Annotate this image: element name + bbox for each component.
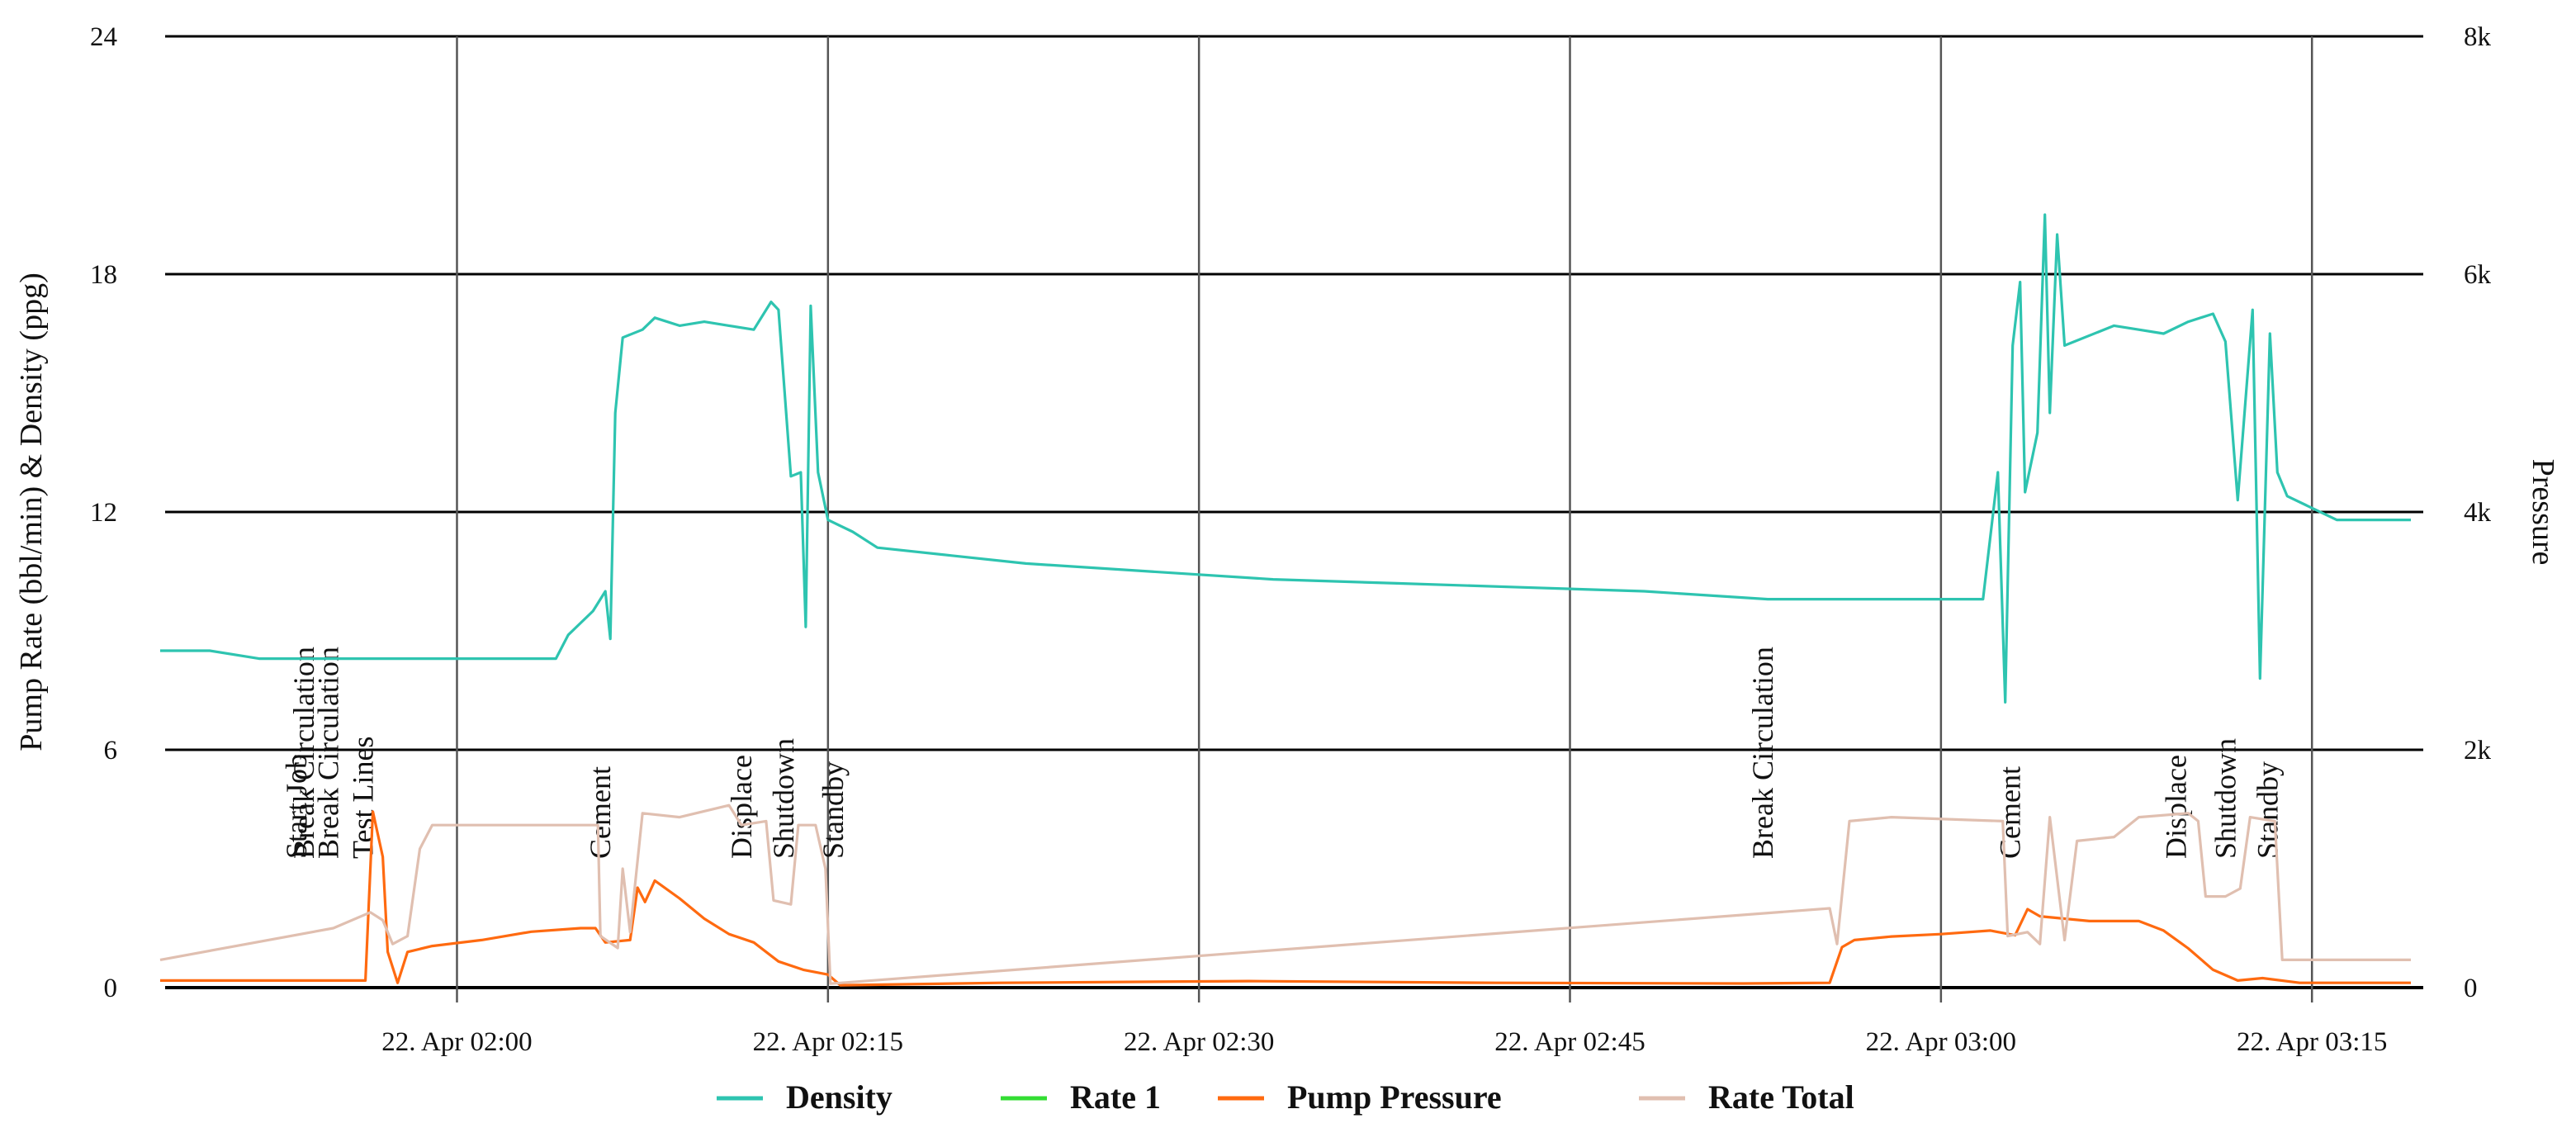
- axis-ticks: 0 0 6 2k 12 4k 18 6k 24 8k 22. Apr 02:00 22. Apr 02…: [90, 22, 2492, 1057]
- event-label: Test Lines: [347, 737, 380, 859]
- legend-label: Pump Pressure: [1287, 1078, 1502, 1116]
- event-label: Displace: [2159, 755, 2192, 859]
- y-axis-left-title: Pump Rate (bbl/min) & Density (ppg): [14, 273, 49, 751]
- event-label: Standby: [2251, 761, 2284, 859]
- y-left-tick-label: 18: [90, 260, 117, 290]
- series-line: [159, 803, 2411, 985]
- series-lines: [159, 213, 2411, 987]
- x-tick-label: 22. Apr 02:15: [753, 1027, 903, 1057]
- x-tick-label: 22. Apr 02:00: [381, 1027, 532, 1057]
- y-left-tick-label: 6: [104, 736, 118, 765]
- legend: Density Rate 1 Pump Pressure Rate Total: [717, 1078, 1854, 1116]
- x-tick-label: 22. Apr 02:30: [1124, 1027, 1274, 1057]
- x-tick-label: 22. Apr 03:15: [2237, 1027, 2387, 1057]
- grid: [165, 35, 2423, 1002]
- x-tick-label: 22. Apr 03:00: [1866, 1027, 2016, 1057]
- event-label: Shutdown: [2209, 738, 2242, 859]
- event-label: Break Circulation: [287, 647, 320, 859]
- y-left-tick-label: 0: [104, 974, 118, 1003]
- y-right-tick-label: 6k: [2464, 260, 2492, 290]
- event-label: Break Circulation: [312, 647, 345, 859]
- event-label: Standby: [817, 761, 850, 859]
- x-tick-label: 22. Apr 02:45: [1494, 1027, 1645, 1057]
- series-line: [160, 213, 2411, 704]
- y-left-tick-label: 12: [90, 498, 117, 528]
- series-line: [160, 810, 2411, 987]
- y-axis-right-title: Pressure: [2526, 459, 2560, 566]
- y-right-tick-label: 2k: [2464, 736, 2492, 765]
- y-right-tick-label: 0: [2464, 974, 2478, 1003]
- legend-label: Rate Total: [1708, 1078, 1854, 1116]
- event-label: Break Circulation: [1746, 647, 1779, 859]
- y-right-tick-label: 4k: [2464, 498, 2492, 528]
- legend-label: Density: [786, 1078, 893, 1116]
- y-right-tick-label: 8k: [2464, 22, 2492, 52]
- event-label: Cement: [584, 766, 617, 859]
- event-label: Cement: [1994, 766, 2027, 859]
- event-label: Start Job: [280, 754, 313, 859]
- legend-label: Rate 1: [1070, 1078, 1161, 1116]
- y-left-tick-label: 24: [90, 22, 117, 52]
- event-label: Shutdown: [767, 738, 800, 859]
